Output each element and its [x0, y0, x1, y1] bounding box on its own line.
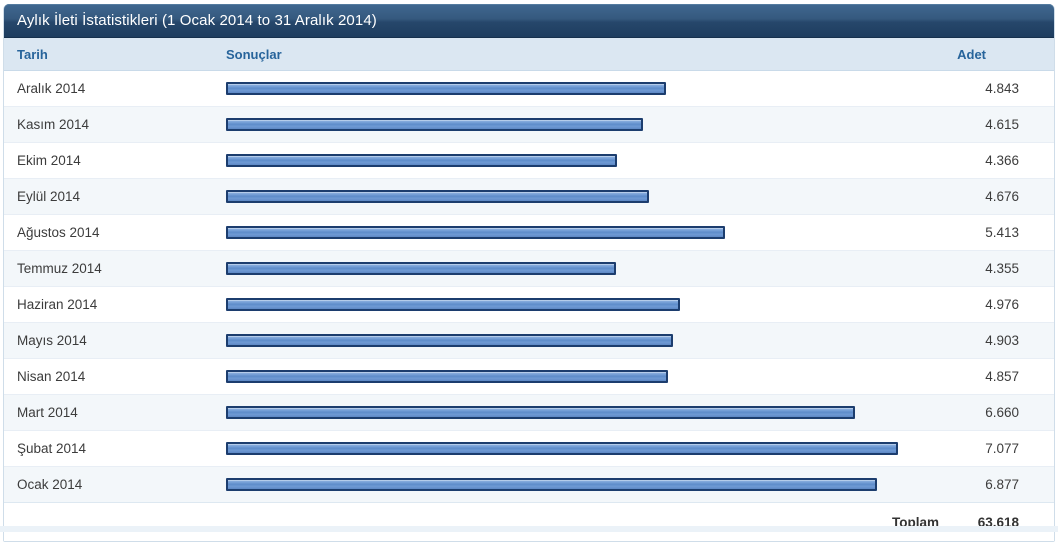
column-header-sonuclar: Sonuçlar [226, 46, 282, 62]
row-count-value: 4.903 [985, 333, 1019, 348]
row-count-value: 4.366 [985, 153, 1019, 168]
page-bottom-strip [0, 526, 1058, 532]
column-header-tarih: Tarih [17, 46, 48, 62]
row-bar [226, 118, 643, 131]
row-count-value: 5.413 [985, 225, 1019, 240]
row-bar-cell [226, 442, 939, 455]
row-bar-cell [226, 262, 939, 275]
row-count-value: 4.355 [985, 261, 1019, 276]
table-row: Temmuz 2014 4.355 [4, 250, 1054, 286]
row-month-label: Şubat 2014 [17, 441, 87, 456]
row-count-value: 4.857 [985, 369, 1019, 384]
monthly-message-stats-panel: Aylık İleti İstatistikleri (1 Ocak 2014 … [3, 4, 1055, 542]
table-row: Kasım 2014 4.615 [4, 106, 1054, 142]
row-bar [226, 190, 649, 203]
table-row: Şubat 2014 7.077 [4, 430, 1054, 466]
row-month-label: Eylül 2014 [17, 189, 81, 204]
row-bar [226, 478, 877, 491]
table-header-row: Tarih Sonuçlar Adet [4, 38, 1054, 71]
row-bar-cell [226, 406, 939, 419]
table-row: Nisan 2014 4.857 [4, 358, 1054, 394]
row-bar [226, 334, 673, 347]
panel-title: Aylık İleti İstatistikleri (1 Ocak 2014 … [17, 12, 377, 29]
row-bar-cell [226, 478, 939, 491]
table-row: Ağustos 2014 5.413 [4, 214, 1054, 250]
row-bar [226, 370, 668, 383]
row-count-value: 6.660 [985, 405, 1019, 420]
row-bar-cell [226, 370, 939, 383]
row-month-label: Mart 2014 [17, 405, 78, 420]
row-bar [226, 226, 725, 239]
row-bar [226, 262, 616, 275]
total-label: Toplam [892, 514, 939, 530]
table-row: Eylül 2014 4.676 [4, 178, 1054, 214]
row-month-label: Nisan 2014 [17, 369, 86, 384]
row-bar-cell [226, 118, 939, 131]
table-row: Haziran 2014 4.976 [4, 286, 1054, 322]
row-bar-cell [226, 334, 939, 347]
row-month-label: Ekim 2014 [17, 153, 81, 168]
row-bar-cell [226, 82, 939, 95]
row-count-value: 6.877 [985, 477, 1019, 492]
row-bar [226, 442, 898, 455]
row-bar-cell [226, 226, 939, 239]
row-count-value: 4.615 [985, 117, 1019, 132]
row-count-value: 4.843 [985, 81, 1019, 96]
row-count-value: 4.976 [985, 297, 1019, 312]
row-count-value: 7.077 [985, 441, 1019, 456]
row-bar [226, 154, 617, 167]
row-bar-cell [226, 154, 939, 167]
table-row: Ocak 2014 6.877 [4, 466, 1054, 502]
table-footer-row: Toplam 63.618 [4, 502, 1054, 541]
table-body: Aralık 2014 4.843 Kasım 2014 4.615 Ekim … [4, 71, 1054, 502]
row-month-label: Haziran 2014 [17, 297, 98, 312]
row-bar [226, 406, 855, 419]
row-month-label: Temmuz 2014 [17, 261, 102, 276]
table-row: Ekim 2014 4.366 [4, 142, 1054, 178]
row-month-label: Kasım 2014 [17, 117, 90, 132]
column-header-adet: Adet [957, 46, 986, 62]
table-row: Mayıs 2014 4.903 [4, 322, 1054, 358]
row-month-label: Ağustos 2014 [17, 225, 100, 240]
table-row: Mart 2014 6.660 [4, 394, 1054, 430]
row-month-label: Ocak 2014 [17, 477, 83, 492]
table-row: Aralık 2014 4.843 [4, 71, 1054, 106]
panel-titlebar: Aylık İleti İstatistikleri (1 Ocak 2014 … [4, 4, 1054, 38]
row-month-label: Aralık 2014 [17, 81, 86, 96]
row-bar-cell [226, 298, 939, 311]
total-value: 63.618 [977, 514, 1019, 530]
row-bar [226, 82, 666, 95]
row-month-label: Mayıs 2014 [17, 333, 87, 348]
row-bar [226, 298, 680, 311]
row-bar-cell [226, 190, 939, 203]
row-count-value: 4.676 [985, 189, 1019, 204]
